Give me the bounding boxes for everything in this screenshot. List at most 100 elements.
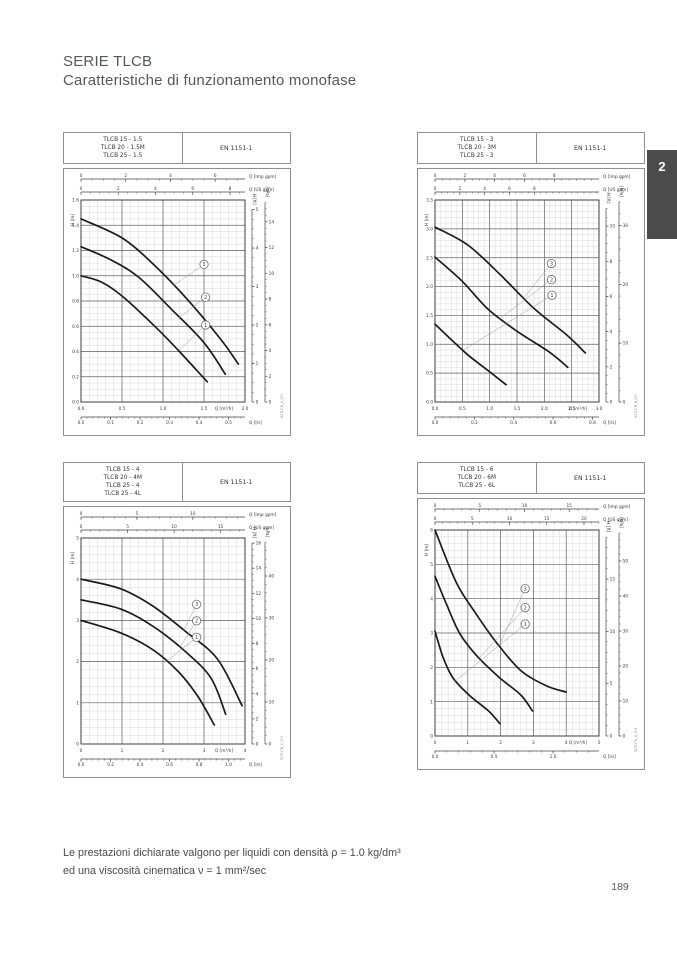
model-table: TLCB 15 - 4 TLCB 20 - 4M TLCB 25 - 4 TLCB 2…: [63, 462, 291, 502]
svg-text:H [m]: H [m]: [424, 214, 430, 226]
svg-text:H [m]: H [m]: [70, 552, 76, 564]
svg-text:Q [m³/h]: Q [m³/h]: [215, 748, 234, 754]
svg-text:H [m]: H [m]: [70, 214, 76, 226]
svg-text:0.3: 0.3: [166, 420, 173, 426]
standard-cell: EN 1151-1: [183, 133, 290, 163]
svg-text:1.2: 1.2: [72, 248, 79, 254]
svg-text:8: 8: [533, 186, 536, 192]
svg-text:6: 6: [610, 294, 613, 300]
svg-text:H [ft]: H [ft]: [605, 521, 611, 532]
svg-text:0: 0: [434, 173, 437, 179]
svg-text:1: 1: [76, 700, 79, 706]
svg-text:1.5: 1.5: [201, 406, 208, 412]
plot-border: [80, 537, 246, 745]
svg-text:2: 2: [524, 605, 527, 611]
svg-text:0: 0: [80, 511, 83, 517]
svg-text:Q [Imp gpm]: Q [Imp gpm]: [249, 512, 277, 518]
curve-group: [80, 218, 240, 383]
svg-text:1.0: 1.0: [72, 273, 79, 279]
svg-text:5: 5: [478, 503, 481, 509]
svg-text:Q [Imp gpm]: Q [Imp gpm]: [249, 174, 277, 180]
svg-text:2.0: 2.0: [426, 284, 433, 290]
pump-curve-chart: 0.0 0.2 0.4 0.6 0.8 1.0 1.2 1.4 1.6 H [m] 0.0 0.5 1.…: [70, 173, 284, 426]
svg-text:4: 4: [565, 740, 568, 746]
svg-text:0.0: 0.0: [432, 754, 439, 760]
grid-major: [81, 200, 245, 402]
svg-text:3: 3: [550, 261, 553, 267]
svg-text:0: 0: [269, 742, 272, 748]
svg-text:8: 8: [229, 186, 232, 192]
svg-text:5: 5: [430, 562, 433, 568]
standard-label: EN 1151-1: [220, 478, 253, 486]
svg-text:2: 2: [256, 323, 259, 329]
svg-text:H [ft]: H [ft]: [251, 194, 257, 205]
grid-major: [435, 530, 599, 736]
speed-badge-1: [192, 632, 202, 642]
svg-text:6: 6: [430, 528, 433, 534]
speed-badge-2: [520, 602, 530, 613]
model-table: TLCB 15 - 3 TLCB 20 - 3M TLCB 25 - 3 EN 11…: [417, 132, 645, 164]
svg-text:2: 2: [550, 277, 553, 283]
svg-text:10: 10: [623, 698, 629, 704]
pump-curve-2: [80, 245, 227, 376]
svg-text:5: 5: [126, 524, 129, 530]
svg-text:0: 0: [610, 400, 613, 406]
svg-text:0.5: 0.5: [225, 420, 232, 426]
chart-panel-tlcb-3: TLCB 15 - 3 TLCB 20 - 3M TLCB 25 - 3 EN 11…: [417, 132, 645, 436]
pump-curve-3: [80, 218, 240, 365]
svg-text:0.6: 0.6: [72, 324, 79, 330]
page-number: 189: [611, 881, 629, 893]
svg-text:0.0: 0.0: [78, 420, 85, 426]
svg-text:3: 3: [524, 587, 527, 593]
svg-text:2: 2: [76, 659, 79, 665]
svg-text:0: 0: [623, 734, 626, 740]
svg-text:12: 12: [269, 245, 275, 251]
svg-text:0: 0: [434, 186, 437, 192]
svg-text:3: 3: [76, 618, 79, 624]
svg-text:[kPa]: [kPa]: [264, 186, 270, 197]
svg-text:1: 1: [524, 622, 527, 628]
svg-text:5: 5: [76, 536, 79, 542]
svg-text:40: 40: [623, 593, 629, 599]
svg-text:[kPa]: [kPa]: [264, 526, 270, 537]
svg-text:4: 4: [169, 173, 172, 179]
svg-text:Q [m³/h]: Q [m³/h]: [215, 406, 234, 412]
model-list: TLCB 15 - 3 TLCB 20 - 3M TLCB 25 - 3: [418, 133, 537, 163]
model-table: TLCB 15 - 1.5 TLCB 20 - 1.5M TLCB 25 - 1.5…: [63, 132, 291, 164]
svg-text:1.0: 1.0: [486, 406, 493, 412]
footnote-line-2: ed una viscosità cinematica ν = 1 mm²/se…: [63, 864, 267, 877]
model-name: TLCB 20 - 6M: [457, 475, 496, 481]
svg-text:8: 8: [610, 259, 613, 265]
svg-text:H [ft]: H [ft]: [251, 527, 257, 538]
svg-text:2: 2: [162, 748, 165, 754]
standard-label: EN 1151-1: [220, 144, 253, 152]
svg-text:H [m]: H [m]: [424, 544, 430, 556]
svg-text:10: 10: [507, 516, 513, 522]
svg-text:0.0: 0.0: [72, 400, 79, 406]
svg-text:2: 2: [195, 619, 198, 625]
svg-text:1: 1: [430, 699, 433, 705]
svg-text:5: 5: [136, 511, 139, 517]
standard-label: EN 1151-1: [574, 144, 607, 152]
chart-panel-tlcb-1-5: TLCB 15 - 1.5 TLCB 20 - 1.5M TLCB 25 - 1.5…: [63, 132, 291, 436]
pump-curve-chart: 0.0 0.5 1.0 1.5 2.0 2.5 3.0 3.5 H [m] 0.0 0.5 1.0 1.…: [424, 173, 638, 426]
svg-text:1.0: 1.0: [550, 754, 557, 760]
series-title: SERIE TLCB: [63, 53, 153, 70]
svg-text:[kPa]: [kPa]: [618, 517, 624, 528]
svg-text:2.0: 2.0: [242, 406, 249, 412]
svg-text:14: 14: [256, 566, 262, 572]
svg-text:0: 0: [76, 742, 79, 748]
svg-text:Q [US gpm]: Q [US gpm]: [249, 525, 274, 531]
svg-text:1.0: 1.0: [426, 342, 433, 348]
chart-frame: 0.0 0.2 0.4 0.6 0.8 1.0 1.2 1.4 1.6 H [m] 0.0 0.5 1.…: [63, 168, 291, 436]
svg-text:0.8: 0.8: [72, 299, 79, 305]
speed-badge-2: [546, 275, 557, 285]
standard-cell: EN 1151-1: [537, 463, 644, 493]
svg-text:20: 20: [623, 282, 629, 288]
svg-text:2: 2: [610, 364, 613, 370]
svg-text:3: 3: [430, 631, 433, 637]
svg-text:0: 0: [610, 734, 613, 740]
svg-text:10: 10: [269, 699, 275, 705]
